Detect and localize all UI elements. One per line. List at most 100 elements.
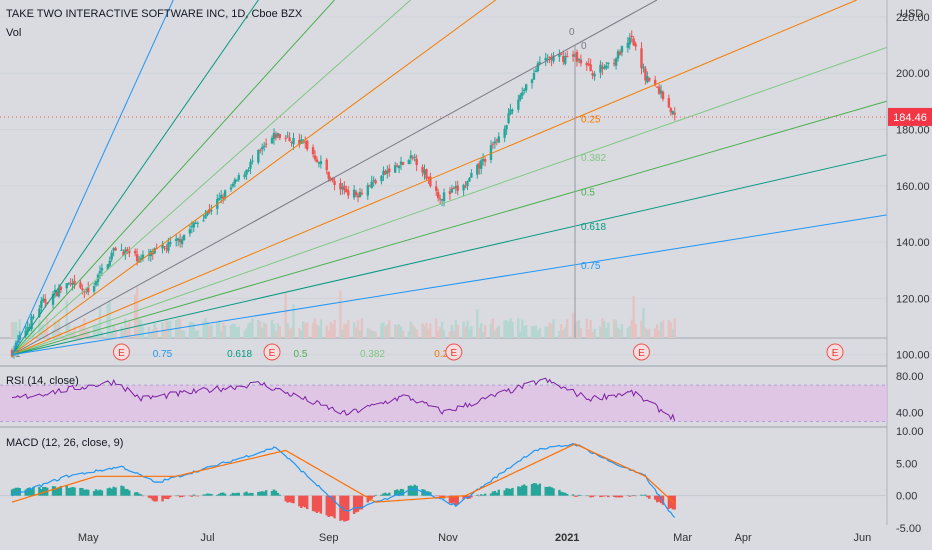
candle-body — [538, 62, 542, 65]
candle-body — [24, 330, 27, 337]
volume-bar — [331, 324, 334, 338]
fib-fan-time-line[interactable] — [11, 0, 259, 356]
macd-histogram-bar — [141, 495, 145, 497]
candle-body — [128, 250, 131, 254]
macd-histogram-bar — [319, 495, 323, 514]
fib-fan-price-line[interactable] — [11, 214, 888, 356]
macd-histogram-bar — [534, 483, 538, 496]
fib-fan-price-line[interactable] — [11, 154, 888, 356]
macd-histogram-bar — [229, 494, 233, 496]
macd-histogram-bar — [262, 491, 266, 496]
candle-body — [176, 238, 180, 241]
candle-body — [667, 98, 671, 108]
macd-histogram-bar — [327, 495, 330, 517]
candle-body — [190, 226, 194, 228]
volume-bar — [593, 328, 596, 338]
candle-body — [26, 327, 29, 332]
volume-bar — [133, 294, 137, 338]
volume-bar — [427, 328, 430, 338]
volume-bar — [165, 320, 168, 338]
fib-fan-time-line[interactable] — [11, 0, 174, 355]
macd-histogram-bar — [454, 495, 457, 506]
volume-bar — [507, 321, 510, 338]
macd-histogram-bar — [180, 495, 184, 498]
earnings-marker[interactable] — [263, 343, 281, 361]
macd-histogram-bar — [657, 495, 661, 502]
candle-body — [210, 210, 213, 212]
volume-bar — [65, 300, 68, 338]
macd-histogram-bar — [548, 486, 551, 496]
fib-fan-price-line[interactable] — [11, 0, 857, 356]
volume-bar — [274, 331, 278, 338]
macd-histogram-bar — [511, 487, 514, 496]
volume-bar — [124, 318, 127, 338]
candle-body — [354, 191, 358, 196]
volume-bar — [218, 320, 221, 338]
candle-body — [607, 62, 610, 64]
volume-bar — [329, 321, 332, 338]
candle-body — [546, 58, 549, 60]
candle-body — [106, 264, 109, 270]
fib-fan-origin-label: 1 — [15, 349, 21, 360]
last-price-tag — [888, 107, 932, 126]
candle-body — [517, 99, 520, 110]
macd-histogram-bar — [640, 494, 643, 496]
volume-bar — [42, 323, 45, 338]
candle-body — [388, 168, 391, 173]
candle-body — [646, 76, 649, 83]
fib-fan-time-line[interactable] — [11, 0, 335, 356]
macd-histogram-bar — [407, 485, 411, 496]
candle-body — [345, 189, 348, 193]
volume-bar — [478, 328, 481, 338]
volume-bar — [251, 318, 254, 338]
macd-histogram-bar — [305, 495, 309, 510]
volume-bar — [319, 319, 323, 338]
candle-body — [28, 327, 31, 329]
earnings-marker[interactable] — [112, 343, 130, 361]
candle-body — [44, 299, 47, 303]
candle-body — [456, 185, 459, 191]
volume-bar — [591, 331, 594, 338]
earnings-marker[interactable] — [826, 343, 844, 361]
volume-bar — [55, 323, 59, 338]
candle-body — [219, 195, 223, 199]
macd-histogram-bar — [550, 487, 553, 496]
volume-bar — [577, 319, 581, 338]
earnings-marker[interactable] — [445, 343, 463, 361]
candle-body — [599, 64, 602, 73]
volume-bar — [94, 324, 98, 338]
candle-body — [196, 222, 199, 224]
fib-fan-time-label: 0.75 — [153, 349, 173, 360]
last-price-value: 184.46 — [893, 112, 927, 124]
macd-histogram-bar — [507, 488, 510, 496]
macd-histogram-bar — [57, 487, 61, 496]
macd-histogram-bar — [352, 495, 356, 514]
candle-body — [616, 51, 620, 59]
macd-histogram-bar — [358, 495, 362, 510]
volume-bar — [630, 319, 633, 338]
volume-bar — [462, 321, 465, 338]
fib-fan-time-line[interactable] — [11, 0, 496, 356]
candle-body — [94, 281, 98, 286]
earnings-marker[interactable] — [632, 343, 650, 361]
fib-fan-time-line[interactable] — [11, 0, 411, 356]
candle-body — [577, 58, 581, 61]
candle-body — [536, 63, 540, 72]
fib-fan-price-label: 0.75 — [581, 261, 601, 272]
candle-body — [605, 65, 608, 69]
volume-bar — [571, 312, 575, 338]
candle-body — [470, 172, 473, 178]
volume-bar — [122, 328, 125, 338]
candle-body — [325, 159, 328, 171]
fib-fan-price-line[interactable] — [11, 46, 888, 356]
volume-bar — [272, 324, 276, 338]
candle-body — [92, 286, 96, 292]
fib-fan-price-line[interactable] — [11, 0, 658, 356]
macd-histogram-bar — [448, 495, 452, 504]
macd-histogram-bar — [616, 495, 620, 498]
candle-body — [571, 54, 575, 57]
volume-bar — [59, 331, 63, 338]
macd-histogram-bar — [167, 495, 170, 500]
fib-fan-price-line[interactable] — [11, 100, 888, 356]
macd-histogram-bar — [59, 486, 63, 496]
